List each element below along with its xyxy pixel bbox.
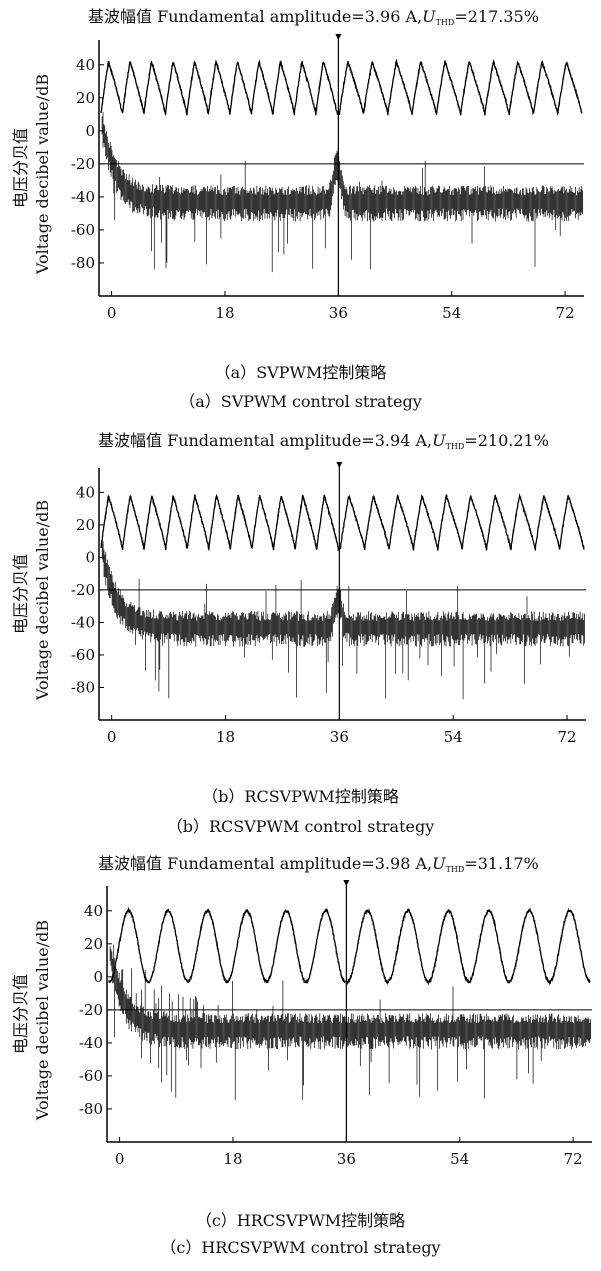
spectrum-chart-a: 基波幅值 Fundamental amplitude=3.96 A,UTHD=2… [11,7,584,320]
waveform-trace [100,58,583,117]
waveform-trace [108,906,591,986]
x-tick-label: 18 [216,728,235,746]
y-tick-label: 0 [85,548,95,566]
spectrum-trace [101,541,585,700]
y-tick-label: 20 [84,935,103,953]
y-tick-label: 40 [84,902,103,920]
chart-panel-b: 基波幅值 Fundamental amplitude=3.94 A,UTHD=2… [0,428,601,848]
y-tick-label: -20 [79,1001,103,1019]
x-tick-label: 54 [442,304,461,320]
spectrum-chart-b: 基波幅值 Fundamental amplitude=3.94 A,UTHD=2… [11,431,586,746]
y-axis-label-cn: 电压分贝值 [11,554,30,634]
y-axis-label-en: Voltage decibel value/dB [33,920,52,1121]
waveform-trace [100,493,585,552]
caption-cn-c: （c）HRCSVPWM控制策略 [195,1211,406,1230]
thd-value: =217.35% [454,7,539,26]
cursor-marker [336,462,343,468]
chart-title: 基波幅值 Fundamental amplitude=3.94 A,UTHD=2… [98,431,549,451]
thd-value: =31.17% [464,854,538,873]
chart-title: 基波幅值 Fundamental amplitude=3.96 A,UTHD=2… [88,7,539,27]
thd-value: =210.21% [464,431,549,450]
y-tick-label: -80 [71,254,95,272]
y-tick-label: 40 [76,483,95,501]
x-tick-label: 54 [450,1150,469,1168]
y-tick-label: -80 [71,678,95,696]
thd-symbol: U [432,431,446,450]
x-tick-label: 18 [223,1150,242,1168]
x-tick-label: 18 [215,304,234,320]
y-axis-label-en: Voltage decibel value/dB [33,500,52,701]
y-axis-label-en: Voltage decibel value/dB [33,74,52,275]
y-tick-label: 0 [93,968,103,986]
title-en: Fundamental amplitude=3.98 A, [167,854,432,873]
y-axis-label-cn: 电压分贝值 [11,974,30,1054]
x-tick-label: 36 [337,1150,356,1168]
x-tick-label: 54 [444,728,463,746]
y-tick-label: -60 [71,646,95,664]
thd-subscript: THD [446,442,465,451]
caption-cn-b: （b）RCSVPWM控制策略 [202,787,399,806]
title-cn: 基波幅值 [98,854,167,873]
y-tick-label: 20 [76,89,95,107]
thd-symbol: U [422,7,436,26]
y-tick-label: -40 [71,188,95,206]
x-tick-label: 36 [329,304,348,320]
y-axis-label-cn: 电压分贝值 [11,128,30,208]
x-tick-label: 72 [556,304,575,320]
thd-symbol: U [432,854,446,873]
y-tick-label: -60 [79,1067,103,1085]
caption-en-b: （b）RCSVPWM control strategy [166,817,435,836]
caption-en-c: （c）HRCSVPWM control strategy [160,1238,441,1257]
title-en: Fundamental amplitude=3.94 A, [167,431,432,450]
y-tick-label: -80 [79,1100,103,1118]
y-tick-label: 20 [76,516,95,534]
y-tick-label: 0 [85,122,95,140]
cursor-marker [335,34,342,40]
x-tick-label: 72 [564,1150,583,1168]
cursor-marker [343,880,350,886]
spectrum-trace [101,111,584,273]
title-cn: 基波幅值 [98,431,167,450]
y-tick-label: -40 [71,613,95,631]
title-en: Fundamental amplitude=3.96 A, [157,7,422,26]
y-tick-label: -20 [71,155,95,173]
thd-subscript: THD [446,865,465,874]
y-tick-label: -60 [71,221,95,239]
x-tick-label: 0 [115,1150,125,1168]
chart-panel-c: 基波幅值 Fundamental amplitude=3.98 A,UTHD=3… [0,851,601,1271]
caption-cn-a: （a）SVPWM控制策略 [214,363,387,382]
y-tick-label: -40 [79,1034,103,1052]
y-tick-label: 40 [76,56,95,74]
x-tick-label: 36 [330,728,349,746]
title-cn: 基波幅值 [88,7,157,26]
thd-subscript: THD [436,18,455,27]
spectrum-trace [109,944,592,1101]
x-tick-label: 72 [557,728,576,746]
spectrum-chart-c: 基波幅值 Fundamental amplitude=3.98 A,UTHD=3… [11,854,592,1168]
x-tick-label: 0 [107,304,117,320]
chart-title: 基波幅值 Fundamental amplitude=3.98 A,UTHD=3… [98,854,539,874]
x-tick-label: 0 [107,728,117,746]
y-tick-label: -20 [71,581,95,599]
chart-panel-a: 基波幅值 Fundamental amplitude=3.96 A,UTHD=2… [0,0,601,420]
caption-en-a: （a）SVPWM control strategy [179,392,422,411]
